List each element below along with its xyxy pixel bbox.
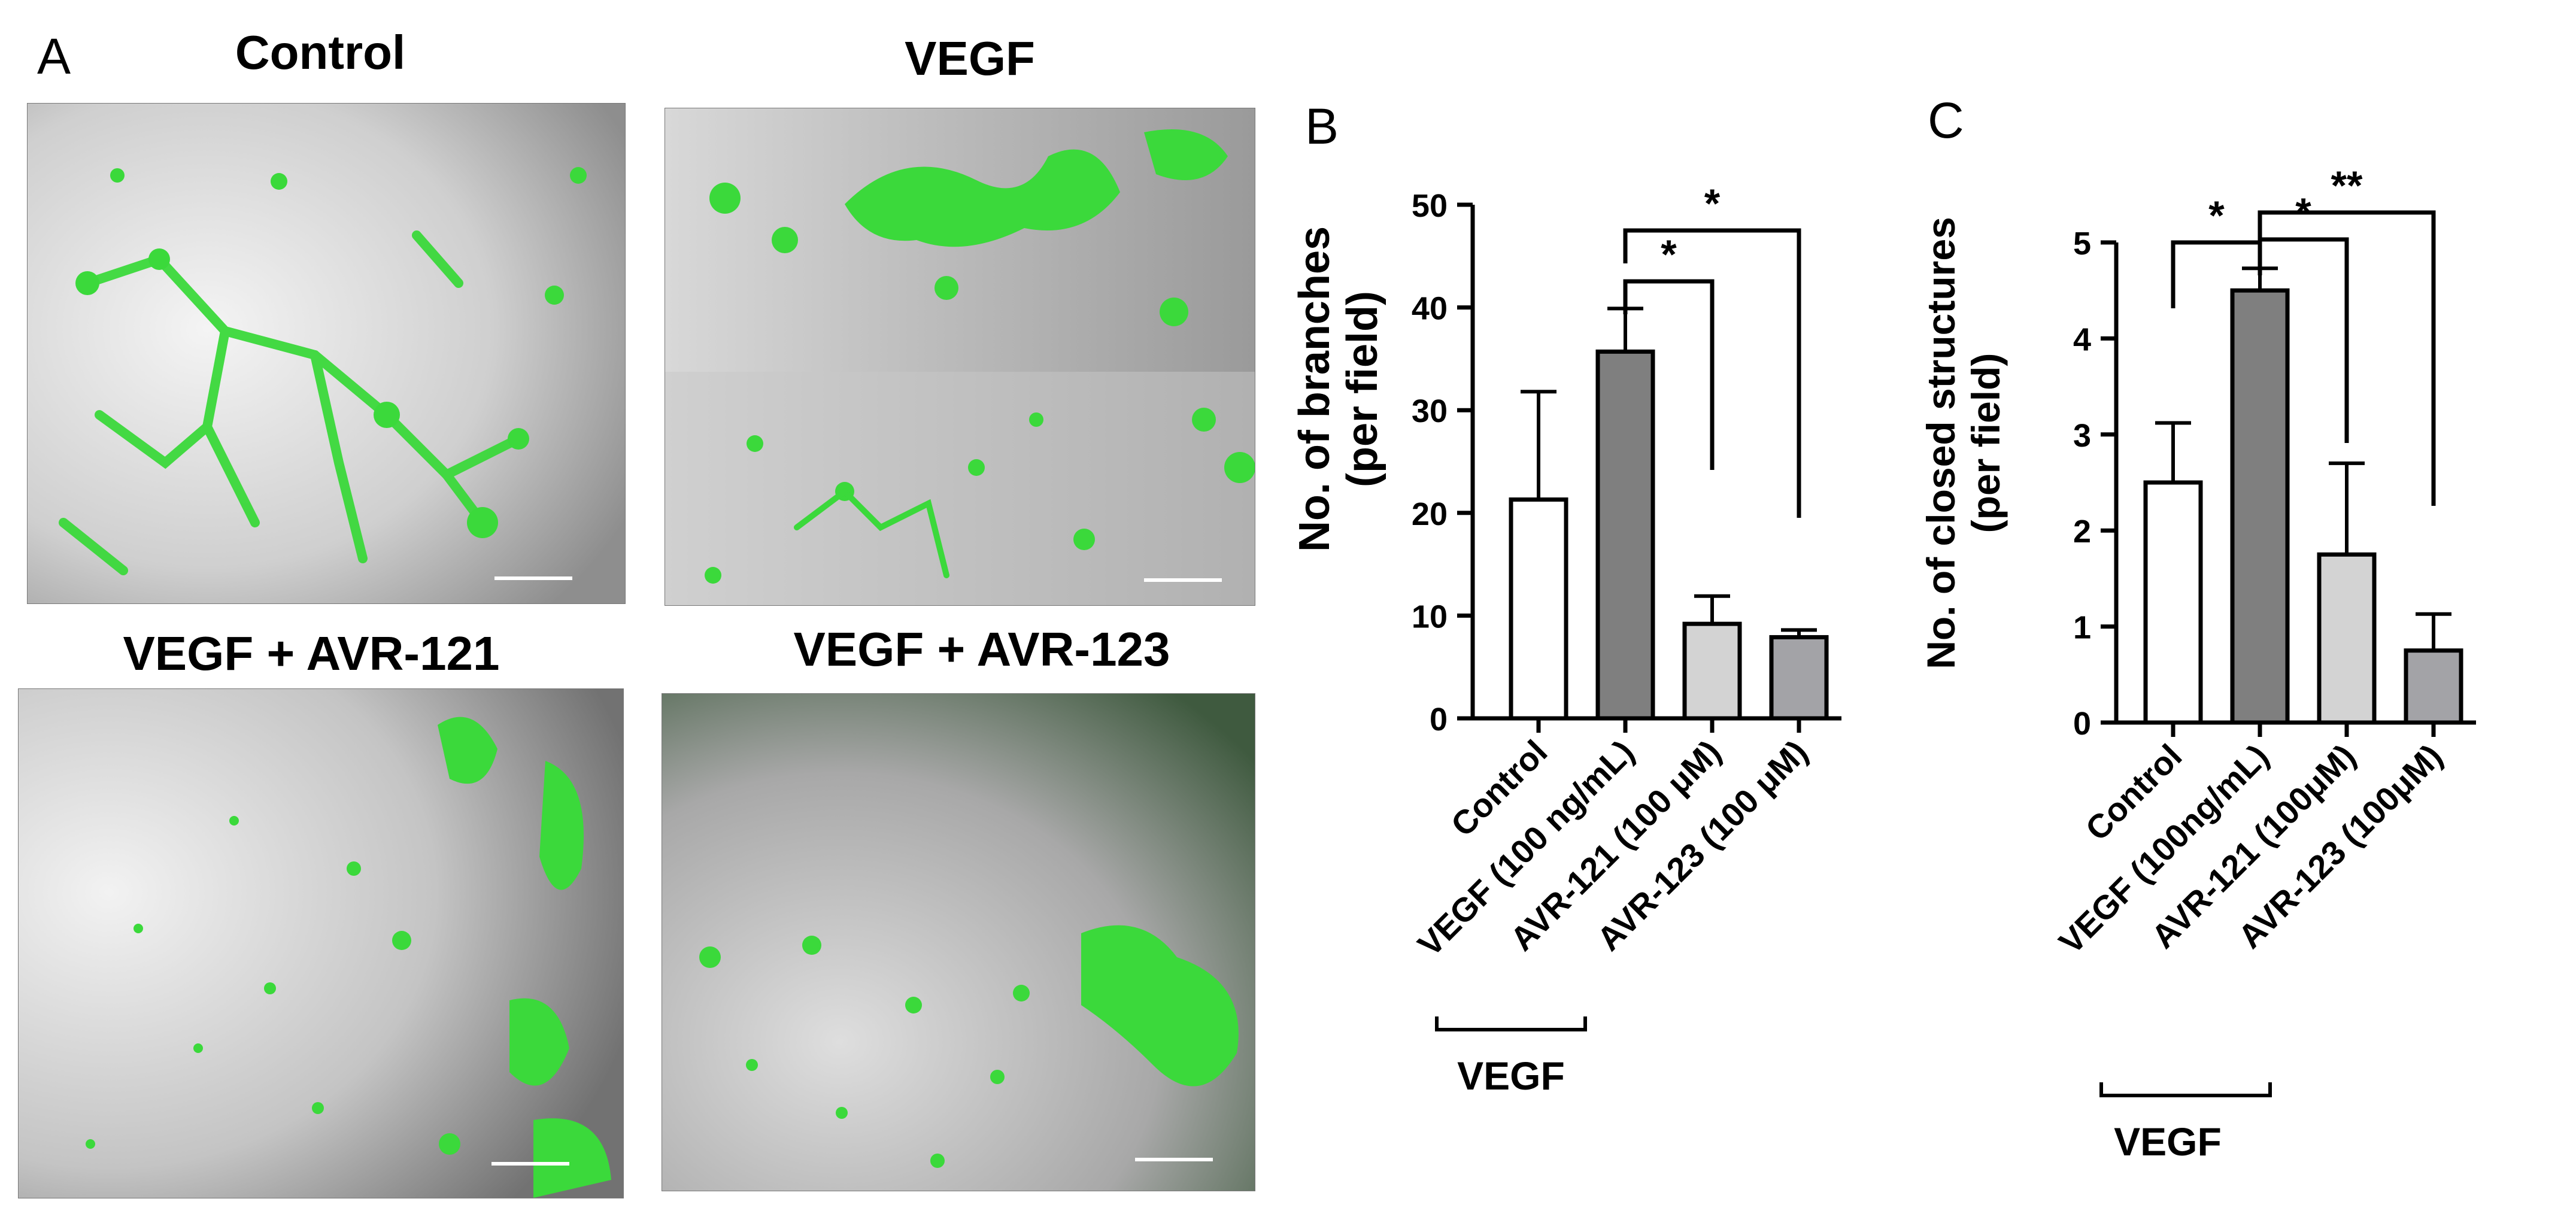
chart-b-significance-bracket	[1623, 279, 1715, 470]
chart-b-significance-label: *	[1704, 181, 1721, 226]
image-title-vegf: VEGF	[905, 32, 1035, 85]
micrograph-vegf-avr121-svg	[19, 689, 623, 1198]
chart-c-ytick-label: 5	[2073, 226, 2091, 262]
chart-c-ytick-label: 0	[2073, 706, 2091, 742]
image-title-vegf-avr121: VEGF + AVR-121	[123, 627, 500, 680]
chart-b-bar	[1682, 621, 1742, 721]
micrograph-vegf-avr123-svg	[662, 694, 1255, 1191]
chart-c-significance-label: **	[2331, 163, 2363, 208]
chart-b-significance-label: *	[1661, 232, 1677, 277]
chart-c-bar	[2230, 288, 2290, 725]
micrograph-vegf-avr121	[18, 688, 624, 1198]
chart-c-bar	[2143, 480, 2203, 725]
chart-b-ytick-label: 40	[1412, 291, 1448, 327]
micrograph-vegf-avr123	[662, 693, 1255, 1191]
chart-b-ylabel-line2: (per field)	[1339, 291, 1386, 487]
chart-c-ytick-label: 3	[2073, 418, 2091, 454]
chart-c-significance-bracket	[2258, 210, 2436, 506]
chart-c-ytick-label: 1	[2073, 610, 2091, 646]
chart-c-group-label: VEGF	[2114, 1119, 2222, 1164]
chart-b-ytick-label: 30	[1412, 393, 1448, 429]
panel-letter-a: A	[37, 28, 71, 84]
chart-c-group-bracket	[2099, 1082, 2272, 1097]
image-title-control: Control	[235, 26, 406, 79]
chart-b-ytick-label: 50	[1412, 188, 1448, 224]
micrograph-vegf	[665, 108, 1255, 606]
chart-b-bar	[1509, 497, 1568, 721]
chart-c-ytick-label: 4	[2073, 321, 2091, 357]
chart-c-significance-label: *	[2208, 193, 2225, 238]
chart-c-ylabel-line1: No. of closed structures	[1919, 217, 1963, 669]
micrograph-vegf-svg	[665, 108, 1255, 605]
chart-c-ylabel-line2: (per field)	[1964, 353, 2008, 533]
chart-b-group-bracket	[1435, 1016, 1587, 1031]
panel-letter-c: C	[1928, 92, 1964, 148]
chart-b-ylabel-line1: No. of branches	[1291, 226, 1339, 552]
chart-c-bar	[2317, 552, 2377, 725]
chart-b-ytick-label: 0	[1430, 702, 1448, 738]
chart-c-ytick-label: 2	[2073, 514, 2091, 550]
chart-b-bar	[1595, 349, 1655, 721]
micrograph-control	[27, 103, 626, 604]
chart-c-bar	[2404, 648, 2463, 725]
chart-b-ytick-label: 10	[1412, 599, 1448, 635]
chart-b-bar	[1769, 635, 1829, 721]
panel-letter-b: B	[1305, 98, 1339, 154]
chart-b: B No. of branches (per field) 0 10 20 30 40 5…	[1291, 98, 1841, 1098]
image-title-vegf-avr123: VEGF + AVR-123	[793, 623, 1170, 676]
chart-c-significance-bracket	[2258, 237, 2349, 443]
chart-b-ytick-label: 20	[1412, 496, 1448, 532]
chart-b-group-label: VEGF	[1457, 1054, 1565, 1098]
micrograph-control-svg	[28, 104, 625, 603]
chart-b-significance-bracket	[1623, 228, 1801, 518]
chart-c: C No. of closed structures (per field) 0…	[1919, 92, 2476, 1164]
